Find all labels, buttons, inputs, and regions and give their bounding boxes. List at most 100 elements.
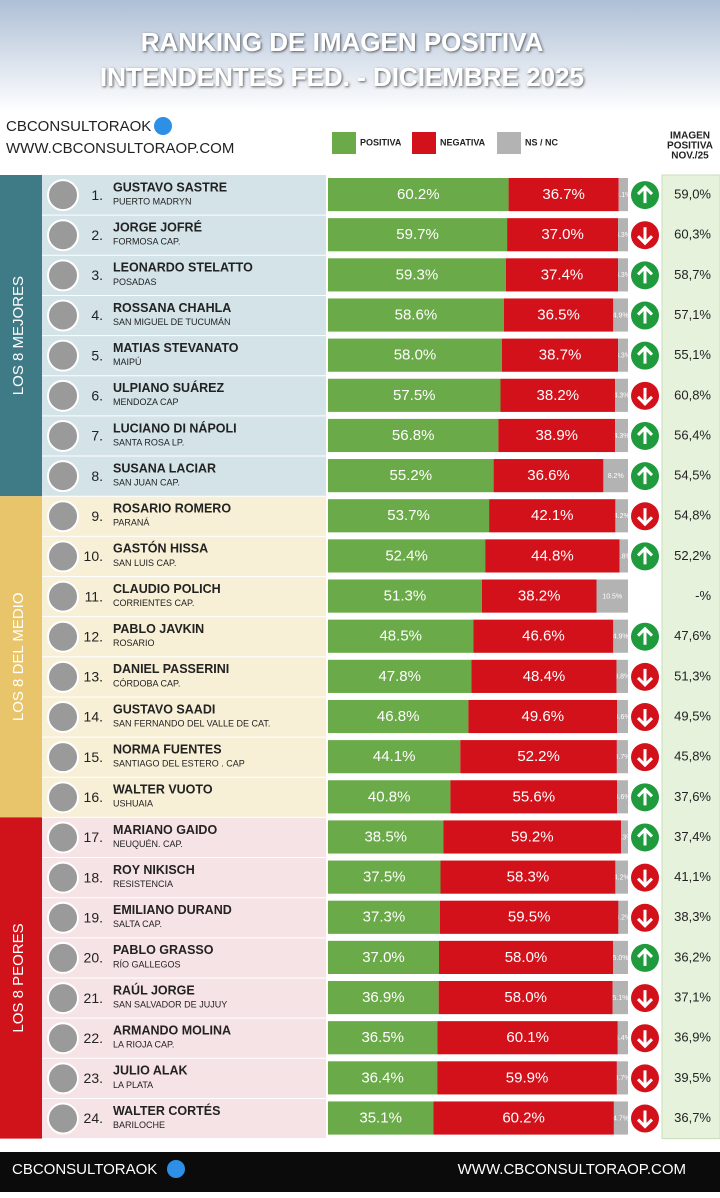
city: BARILOCHE [113,1120,165,1130]
value-label: 52.2% [517,748,560,765]
label-clip: 46.6% [522,628,565,645]
rank: 17. [84,829,103,845]
bar-segment [468,699,618,734]
bar-segment [328,378,501,412]
label-clip: 37.0% [362,949,405,966]
previous-value: 47,6% [674,628,711,643]
bar-segment [328,900,440,934]
value-label: 3.1% [615,192,631,199]
photo [47,540,79,573]
label-clip: 4.2% [615,874,628,881]
rank: 10. [84,548,103,564]
photo [47,500,79,533]
trend-arrow-icon [636,1110,654,1129]
trend-arrow-icon [636,990,654,1009]
bar-segment [498,418,616,453]
value-label: 4.3% [614,393,630,400]
label-clip: 3.6% [615,794,631,801]
value-label: 59.2% [511,828,554,845]
legend-label: NS / NC [525,137,559,147]
previous-value: 36,9% [674,1030,711,1045]
rank: 12. [84,628,103,644]
value-label: 55.2% [390,467,433,484]
bar-segment [615,499,628,533]
rank: 5. [91,347,103,363]
value-label: 5.1% [612,995,628,1002]
rank: 16. [84,789,103,805]
previous-value: 54,8% [674,508,711,523]
name: MATIAS STEVANATO [113,341,239,355]
city: FORMOSA CAP. [113,237,180,247]
trend-arrow-icon [636,305,654,324]
label-clip: 5.1% [612,995,628,1002]
previous-value: 59,0% [674,187,711,202]
bar-segment [503,298,614,332]
label-clip: 38.9% [535,427,578,444]
label-clip: 35.1% [359,1109,402,1126]
previous-value: 41,1% [674,869,711,884]
rank: 19. [84,909,103,925]
trend-arrow-icon [636,709,654,728]
bar-segment [613,940,628,974]
bar-segment [617,699,628,734]
label-clip: 40.8% [368,788,411,805]
label-clip: 55.2% [390,467,433,484]
bar-segment [616,1061,628,1095]
value-label: 49.6% [522,708,565,725]
label-clip: 53.7% [387,507,430,524]
label-clip: 60.2% [502,1109,545,1126]
photo [47,339,79,372]
previous-value: -% [695,588,711,603]
previous-value: 36,2% [674,949,711,964]
label-clip: 38.2% [518,588,561,605]
bar-segment [616,659,628,693]
bar-segment [481,579,597,613]
bar-segment [471,659,617,693]
label-clip: 51.3% [384,588,427,605]
bar-segment [596,579,628,613]
photo [47,901,79,934]
rank: 14. [84,709,103,725]
value-label: 3.7% [614,754,630,761]
name: ULPIANO SUÁREZ [113,380,224,395]
label-clip: 4.2% [614,513,630,520]
label-clip: 3.3% [618,232,628,239]
subtitle: INTENDENTES FED. - DICIEMBRE 2025 [100,62,584,92]
bar-segment [328,338,502,372]
value-label: 55.6% [513,788,556,805]
value-label: 4.9% [613,312,629,319]
value-label: 37.0% [362,949,405,966]
value-label: 60.2% [502,1109,545,1126]
bar-segment [328,619,474,653]
label-clip: 3.7% [617,1075,628,1082]
previous-value: 51,3% [674,668,711,683]
value-label: 48.5% [379,628,422,645]
label-clip: 58.0% [505,949,548,966]
bar-segment [618,900,628,934]
bar-segment [328,740,461,774]
bar-segment [618,178,628,212]
bar-segment [439,900,619,934]
trend-arrow-icon [636,184,654,204]
bar-segment [617,1021,628,1055]
value-label: 4.2% [614,513,630,520]
value-label: 4.7% [613,1115,629,1122]
legend-swatch [332,132,356,154]
city: CORRIENTES CAP. [113,598,194,608]
bar-segment [443,820,622,854]
label-clip: 59.3% [396,266,439,283]
photo [47,741,79,774]
city: POSADAS [113,277,157,287]
bar-segment [616,740,628,774]
value-label: 3.6% [615,794,631,801]
bar-segment [489,499,616,533]
bar-segment [328,659,472,693]
value-label: 46.6% [522,628,565,645]
bar-segment [439,940,613,974]
label-clip: 8.2% [608,473,624,480]
bar-segment [328,499,490,533]
name: WALTER CORTÉS [113,1103,220,1118]
city: CÓRDOBA CAP. [113,678,180,688]
bar-segment [450,780,618,814]
value-label: 38.2% [537,387,580,404]
